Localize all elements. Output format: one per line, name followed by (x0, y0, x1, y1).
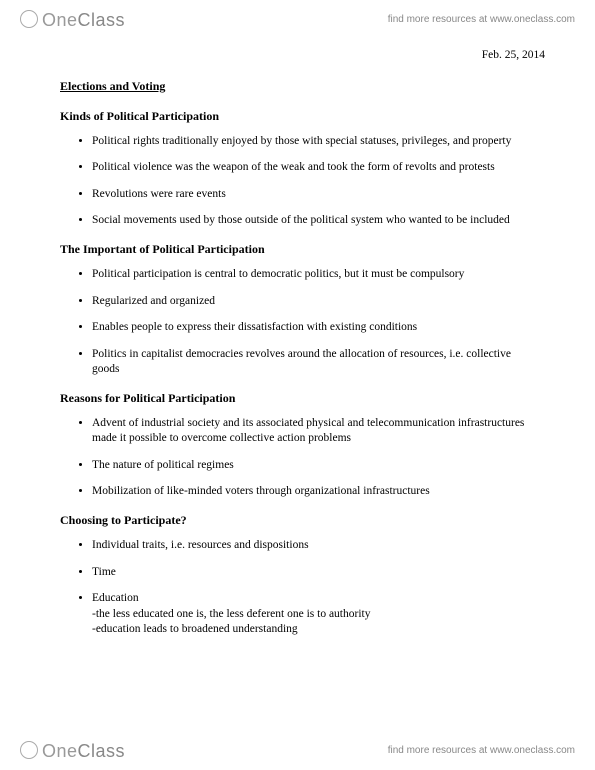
document-title: Elections and Voting (60, 78, 545, 94)
brand-text-one: One (42, 10, 78, 31)
list-item-text: Regularized and organized (92, 295, 215, 307)
section-heading: Kinds of Political Participation (60, 108, 545, 124)
list-item: Enables people to express their dissatis… (92, 320, 545, 336)
list-item: Revolutions were rare events (92, 187, 545, 203)
brand-circle-icon (20, 10, 38, 28)
list-item-text: Political participation is central to de… (92, 268, 464, 280)
list-item-text: Advent of industrial society and its ass… (92, 417, 524, 445)
list-item-text: Time (92, 566, 116, 578)
list-item: Political participation is central to de… (92, 267, 545, 283)
header-bar: One Class find more resources at www.one… (0, 0, 595, 39)
footer-tagline: find more resources at www.oneclass.com (388, 745, 575, 756)
list-item-text: Political violence was the weapon of the… (92, 161, 495, 173)
list-item-text: Social movements used by those outside o… (92, 214, 510, 226)
list-item: Mobilization of like-minded voters throu… (92, 484, 545, 500)
brand-logo: One Class (20, 8, 125, 31)
footer-bar: One Class find more resources at www.one… (0, 731, 595, 770)
list-item: The nature of political regimes (92, 458, 545, 474)
list-item-text: Mobilization of like-minded voters throu… (92, 485, 430, 497)
list-item-text: Individual traits, i.e. resources and di… (92, 539, 309, 551)
bullet-list: Individual traits, i.e. resources and di… (60, 538, 545, 638)
document-body: Feb. 25, 2014 Elections and Voting Kinds… (60, 48, 545, 722)
sections-container: Kinds of Political Participation Politica… (60, 108, 545, 638)
brand-text-one: One (42, 741, 78, 762)
list-item-text: Education (92, 592, 139, 604)
list-item-text: Enables people to express their dissatis… (92, 321, 417, 333)
brand-text-class: Class (78, 10, 126, 31)
list-item-text: Revolutions were rare events (92, 188, 226, 200)
list-item: Time (92, 565, 545, 581)
list-item-text: Politics in capitalist democracies revol… (92, 348, 511, 376)
bullet-list: Political rights traditionally enjoyed b… (60, 134, 545, 229)
list-item: Education -the less educated one is, the … (92, 591, 545, 638)
header-tagline: find more resources at www.oneclass.com (388, 14, 575, 25)
list-item-subline: -education leads to broadened understand… (92, 622, 535, 638)
section-heading: The Important of Political Participation (60, 241, 545, 257)
list-item: Individual traits, i.e. resources and di… (92, 538, 545, 554)
list-item-text: Political rights traditionally enjoyed b… (92, 135, 511, 147)
list-item-text: The nature of political regimes (92, 459, 234, 471)
list-item: Political rights traditionally enjoyed b… (92, 134, 545, 150)
brand-logo-footer: One Class (20, 739, 125, 762)
list-item: Regularized and organized (92, 294, 545, 310)
list-item: Advent of industrial society and its ass… (92, 416, 545, 447)
section-heading: Choosing to Participate? (60, 512, 545, 528)
list-item: Political violence was the weapon of the… (92, 160, 545, 176)
list-item-subline: -the less educated one is, the less defe… (92, 607, 535, 623)
brand-circle-icon (20, 741, 38, 759)
document-date: Feb. 25, 2014 (60, 48, 545, 64)
bullet-list: Political participation is central to de… (60, 267, 545, 378)
brand-text-class: Class (78, 741, 126, 762)
list-item: Social movements used by those outside o… (92, 213, 545, 229)
section-heading: Reasons for Political Participation (60, 390, 545, 406)
list-item: Politics in capitalist democracies revol… (92, 347, 545, 378)
bullet-list: Advent of industrial society and its ass… (60, 416, 545, 500)
